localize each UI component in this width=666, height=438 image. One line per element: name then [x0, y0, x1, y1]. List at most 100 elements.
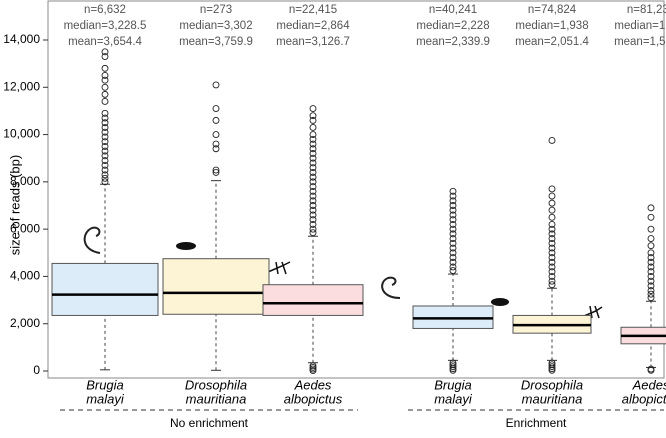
- stat-label: mean=2,051.4: [515, 36, 589, 48]
- outlier: [212, 166, 220, 174]
- stat-label: mean=1,584.8: [614, 36, 666, 48]
- outlier: [449, 211, 457, 219]
- outlier: [309, 124, 317, 131]
- stat-label: n=74,824: [528, 4, 577, 16]
- stat-label: median=2,864: [276, 20, 350, 32]
- outlier: [449, 187, 457, 195]
- outlier: [647, 258, 655, 266]
- stat-label: mean=3,759.9: [179, 36, 253, 48]
- y-tick-label: 14,000: [3, 32, 40, 46]
- outlier: [449, 254, 457, 261]
- outlier: [309, 178, 317, 186]
- x-tick-label: mauritiana: [186, 391, 247, 406]
- outlier: [548, 235, 556, 243]
- x-tick-label: Aedes: [632, 377, 666, 392]
- outlier: [548, 361, 556, 369]
- outlier: [309, 362, 317, 370]
- icons: [83, 226, 401, 299]
- fly-icon: [176, 242, 196, 250]
- y-tick-label: 2,000: [10, 316, 40, 330]
- outlier: [101, 98, 109, 105]
- outlier: [449, 363, 457, 371]
- outlier: [449, 192, 457, 200]
- outlier: [101, 161, 109, 169]
- outlier: [449, 206, 457, 214]
- outlier: [212, 131, 220, 139]
- outlier: [309, 105, 317, 113]
- outlier: [309, 225, 317, 233]
- outlier: [449, 244, 457, 252]
- outlier: [101, 147, 109, 155]
- outlier: [647, 294, 655, 302]
- outlier: [101, 119, 109, 127]
- outlier: [309, 183, 317, 191]
- outlier: [548, 213, 556, 221]
- outlier: [449, 249, 457, 257]
- outlier: [212, 168, 220, 176]
- outlier: [101, 174, 109, 182]
- y-tick-label: 0: [33, 363, 40, 377]
- outlier: [309, 140, 317, 148]
- outlier: [309, 131, 317, 139]
- outlier: [548, 225, 556, 233]
- mosquito-icon: [583, 305, 603, 319]
- group-label: No enrichment: [170, 416, 249, 430]
- outlier: [309, 192, 317, 200]
- x-tick-label: Brugia: [434, 377, 472, 392]
- outlier: [309, 202, 317, 209]
- outlier: [101, 133, 109, 141]
- outlier: [212, 105, 220, 113]
- stat-label: mean=3,126.7: [276, 36, 350, 48]
- outlier: [309, 145, 317, 153]
- outlier: [548, 281, 556, 289]
- outlier: [647, 290, 655, 298]
- stat-label: n=22,415: [289, 4, 337, 16]
- outlier: [101, 166, 109, 174]
- x-tick-label: albopictus: [622, 391, 666, 406]
- outlier: [647, 268, 655, 276]
- outlier: [101, 114, 109, 122]
- outlier: [309, 216, 317, 224]
- outlier: [548, 239, 556, 247]
- outlier: [647, 204, 655, 212]
- outlier: [548, 249, 556, 257]
- outlier: [309, 135, 317, 143]
- stat-label: median=3,228.5: [64, 20, 147, 32]
- outlier: [548, 192, 556, 200]
- outlier: [309, 150, 317, 157]
- outlier: [548, 263, 556, 271]
- group-label: Enrichment: [506, 416, 567, 430]
- outlier: [449, 235, 457, 243]
- outlier: [309, 197, 317, 205]
- fly-icon: [491, 298, 509, 306]
- outlier: [309, 168, 317, 176]
- outlier: [449, 197, 457, 205]
- y-tick-label: 4,000: [10, 269, 40, 283]
- outlier: [309, 154, 317, 162]
- outlier: [548, 206, 556, 214]
- x-tick-label: Brugia: [86, 377, 124, 392]
- outlier: [647, 263, 655, 271]
- outlier: [101, 171, 109, 179]
- outlier: [212, 145, 220, 153]
- outlier: [647, 277, 655, 285]
- outlier: [309, 229, 317, 237]
- box: [162, 258, 270, 315]
- stat-label: median=2,228: [416, 20, 489, 32]
- outlier: [212, 81, 220, 89]
- outlier: [647, 249, 655, 257]
- outlier: [101, 109, 109, 117]
- outlier: [309, 187, 317, 195]
- worm-icon: [83, 226, 101, 254]
- outlier: [101, 53, 109, 60]
- y-tick-label: 10,000: [3, 127, 40, 141]
- outlier: [548, 272, 556, 280]
- outlier: [548, 268, 556, 276]
- outlier: [548, 254, 556, 261]
- stat-label: median=1,487: [614, 20, 666, 32]
- outlier: [647, 242, 655, 250]
- outlier: [101, 48, 109, 56]
- outlier: [309, 159, 317, 167]
- stat-label: mean=2,339.9: [416, 36, 490, 48]
- outlier: [449, 359, 457, 367]
